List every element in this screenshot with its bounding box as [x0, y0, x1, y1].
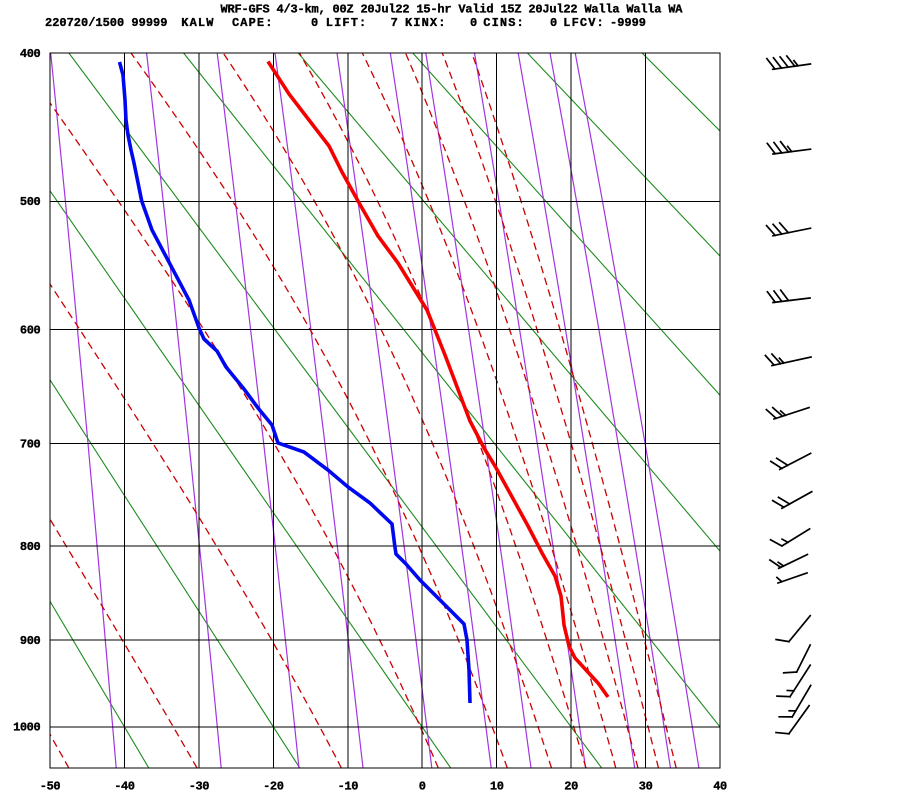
svg-text:LFCV:: LFCV: [563, 16, 605, 30]
svg-text:0: 0 [550, 16, 557, 30]
svg-text:0: 0 [311, 16, 318, 30]
svg-text:-10: -10 [338, 779, 359, 793]
svg-text:20: 20 [564, 779, 578, 793]
svg-text:40: 40 [713, 779, 727, 793]
svg-text:0: 0 [419, 779, 426, 793]
svg-text:900: 900 [20, 634, 41, 648]
svg-text:800: 800 [20, 540, 41, 554]
svg-text:7: 7 [391, 16, 398, 30]
svg-text:500: 500 [20, 195, 41, 209]
svg-text:LIFT:: LIFT: [326, 16, 368, 30]
svg-text:WRF-GFS 4/3-km, 00Z 20Jul22 15: WRF-GFS 4/3-km, 00Z 20Jul22 15-hr Valid … [221, 2, 684, 16]
svg-text:600: 600 [20, 323, 41, 337]
svg-text:0: 0 [470, 16, 477, 30]
svg-text:700: 700 [20, 437, 41, 451]
svg-text:220720/1500 99999: 220720/1500 99999 [45, 16, 167, 30]
svg-text:400: 400 [20, 47, 41, 61]
svg-text:KINX:: KINX: [405, 16, 447, 30]
svg-text:CINS:: CINS: [483, 16, 525, 30]
svg-text:-40: -40 [114, 779, 135, 793]
svg-text:30: 30 [639, 779, 653, 793]
svg-text:1000: 1000 [13, 721, 40, 735]
svg-text:CAPE:: CAPE: [232, 16, 274, 30]
svg-text:KALW: KALW [181, 16, 214, 30]
svg-text:-9999: -9999 [610, 16, 646, 30]
svg-text:-20: -20 [263, 779, 284, 793]
svg-text:-50: -50 [40, 779, 61, 793]
svg-text:-30: -30 [189, 779, 210, 793]
svg-text:10: 10 [490, 779, 504, 793]
